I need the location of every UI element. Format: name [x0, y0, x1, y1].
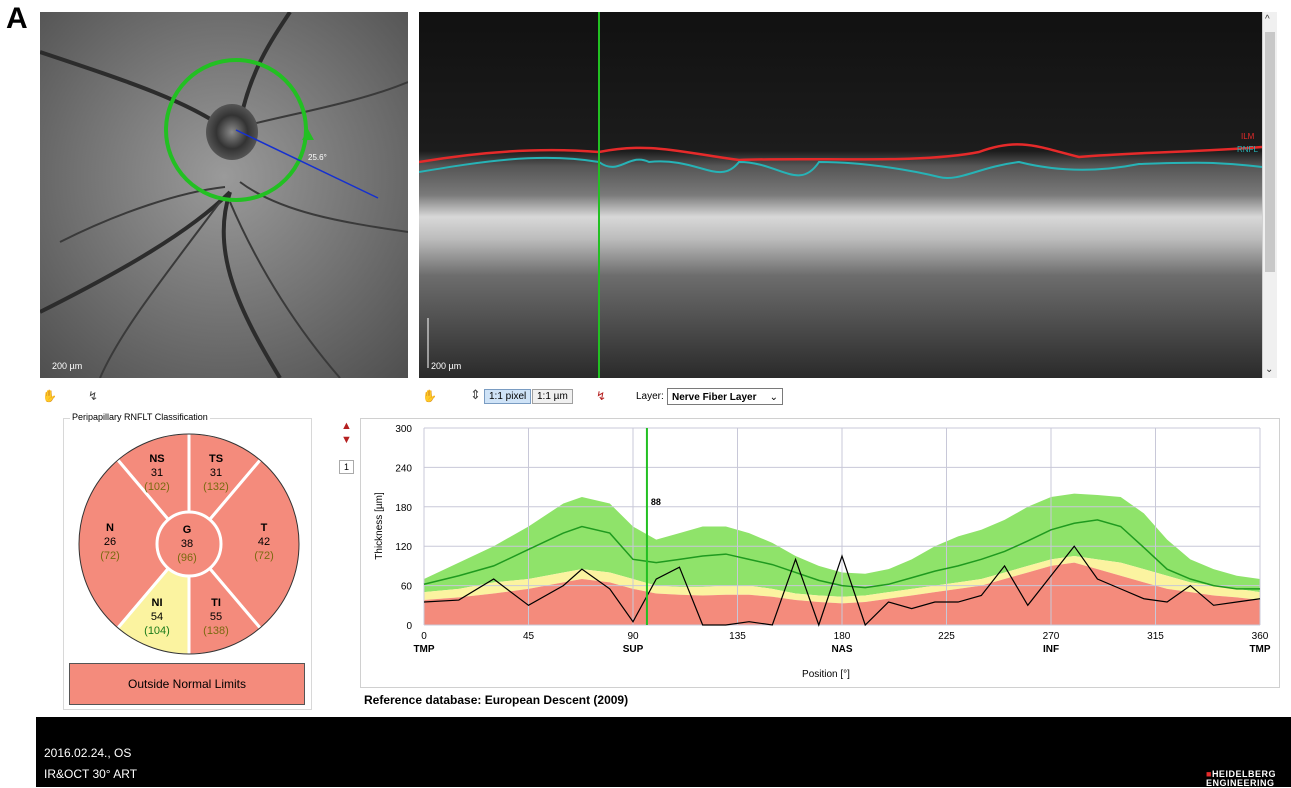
panel-label: A	[6, 2, 28, 35]
y-tick-label: 240	[395, 463, 412, 474]
svg-text:31: 31	[151, 467, 163, 479]
svg-text:54: 54	[151, 611, 163, 623]
rnfl-label: RNFL	[1237, 145, 1258, 154]
exam-mode: IR&OCT 30° ART	[44, 767, 138, 781]
svg-text:(72): (72)	[254, 550, 274, 562]
hand-pan-icon[interactable]: ✋	[42, 389, 57, 403]
chevron-down-icon: ⌄	[769, 392, 778, 403]
ir-scale-label: 200 µm	[52, 361, 82, 371]
classification-title: Peripapillary RNFLT Classification	[70, 412, 210, 422]
sector-n[interactable]	[78, 456, 191, 632]
sector-ti-text: TI 55 (138)	[203, 597, 229, 637]
scan-circle	[164, 58, 308, 202]
x-tick-label: 270	[1043, 631, 1060, 642]
exam-date: 2016.02.24., OS	[44, 746, 132, 760]
scroll-down-icon[interactable]: ⌄	[1265, 364, 1274, 375]
x-tick-label: 135	[729, 631, 746, 642]
measure-cursor-icon[interactable]: ↯	[88, 389, 99, 403]
svg-text:(102): (102)	[144, 481, 170, 493]
sector-ns-text: NS 31 (102)	[144, 453, 170, 493]
sector-ni-text: NI 54 (104)	[144, 597, 170, 637]
classification-result: Outside Normal Limits	[69, 663, 305, 705]
series-line-normal	[423, 519, 1260, 590]
ir-angle-label: 25.6°	[308, 153, 327, 162]
layer-label: Layer:	[636, 391, 664, 402]
scroll-up-icon[interactable]: ^	[1265, 14, 1270, 25]
heidelberg-logo: ■HEIDELBERG ENGINEERING	[1206, 769, 1276, 788]
layer-select-value: Nerve Fiber Layer	[672, 392, 757, 403]
region-label: NAS	[831, 644, 852, 655]
ilm-label: ILM	[1241, 132, 1255, 141]
logo-bottom-text: ENGINEERING	[1206, 778, 1275, 788]
vertical-scale-icon[interactable]: ⇕	[470, 387, 481, 402]
y-tick-label: 180	[395, 503, 412, 514]
svg-text:26: 26	[104, 536, 116, 548]
thickness-chart-frame	[360, 418, 1280, 688]
region-label: TMP	[1249, 644, 1270, 655]
svg-text:G: G	[183, 524, 192, 536]
sector-diagram: NS 31 (102) TS 31 (132) N 26 (72) G 38 (…	[78, 433, 300, 655]
band-borderline	[424, 556, 1260, 604]
oct-bscan-svg: ILM RNFL 200 µm	[419, 12, 1262, 378]
footer-bar	[36, 717, 1291, 787]
svg-text:38: 38	[181, 538, 193, 550]
one-to-one-um-button[interactable]: 1:1 µm	[532, 389, 573, 404]
sector-t[interactable]	[187, 456, 300, 632]
svg-text:(138): (138)	[203, 625, 229, 637]
one-to-one-pixel-button[interactable]: 1:1 pixel	[484, 389, 532, 404]
hand-pan-icon[interactable]: ✋	[422, 389, 437, 403]
sector-g-text: G 38 (96)	[177, 524, 197, 564]
x-tick-label: 315	[1147, 631, 1164, 642]
y-axis-label: Thickness [µm]	[374, 492, 385, 560]
svg-text:TS: TS	[209, 453, 223, 465]
sector-t-text: T 42 (72)	[254, 522, 274, 562]
oct-scrollbar[interactable]: ^ ⌄	[1262, 12, 1277, 378]
svg-text:(104): (104)	[144, 625, 170, 637]
thickness-chart: 88 0 45 90 135 180 225 270 315 360 TMP SUP NAS INF TM…	[374, 424, 1271, 680]
svg-text:TI: TI	[211, 597, 221, 609]
x-tick-label: 45	[523, 631, 535, 642]
x-tick-label: 0	[421, 631, 427, 642]
x-axis-label: Position [°]	[802, 669, 850, 680]
arrow-up-icon[interactable]: ▲	[341, 420, 352, 432]
svg-text:42: 42	[258, 536, 270, 548]
svg-text:31: 31	[210, 467, 222, 479]
series-line-patient	[423, 545, 1261, 627]
x-tick-label: 360	[1252, 631, 1269, 642]
oct-scale-label: 200 µm	[431, 361, 461, 371]
svg-text:(96): (96)	[177, 552, 197, 564]
svg-text:NS: NS	[149, 453, 164, 465]
y-tick-label: 300	[395, 424, 412, 435]
sector-n-text: N 26 (72)	[100, 522, 120, 562]
sector-ts-text: TS 31 (132)	[203, 453, 229, 493]
ir-fundus-image[interactable]: 25.6° 200 µm	[40, 12, 408, 378]
oct-bscan-image[interactable]: ILM RNFL 200 µm	[419, 12, 1262, 378]
ir-fundus-svg: 25.6° 200 µm	[40, 12, 408, 378]
svg-text:55: 55	[210, 611, 222, 623]
sector-g[interactable]	[155, 510, 223, 578]
scroll-thumb[interactable]	[1265, 32, 1275, 272]
y-tick-label: 60	[401, 582, 413, 593]
page-indicator[interactable]: 1	[339, 460, 355, 474]
cursor-value-label: 88	[651, 497, 661, 507]
svg-text:N: N	[106, 522, 114, 534]
svg-text:(72): (72)	[100, 550, 120, 562]
layer-select[interactable]: Nerve Fiber Layer ⌄	[667, 388, 783, 405]
arrow-down-icon[interactable]: ▼	[341, 434, 352, 446]
svg-text:T: T	[261, 522, 268, 534]
region-label: TMP	[413, 644, 434, 655]
region-label: INF	[1043, 644, 1059, 655]
x-tick-label: 180	[834, 631, 851, 642]
y-tick-label: 120	[395, 542, 412, 553]
region-label: SUP	[623, 644, 644, 655]
x-tick-label: 90	[627, 631, 639, 642]
y-tick-label: 0	[406, 621, 412, 632]
svg-text:(132): (132)	[203, 481, 229, 493]
reference-database: Reference database: European Descent (20…	[364, 693, 629, 707]
x-tick-label: 225	[938, 631, 955, 642]
svg-text:NI: NI	[152, 597, 163, 609]
logo-top-text: HEIDELBERG	[1211, 769, 1276, 779]
measure-cursor-icon[interactable]: ↯	[596, 389, 607, 403]
